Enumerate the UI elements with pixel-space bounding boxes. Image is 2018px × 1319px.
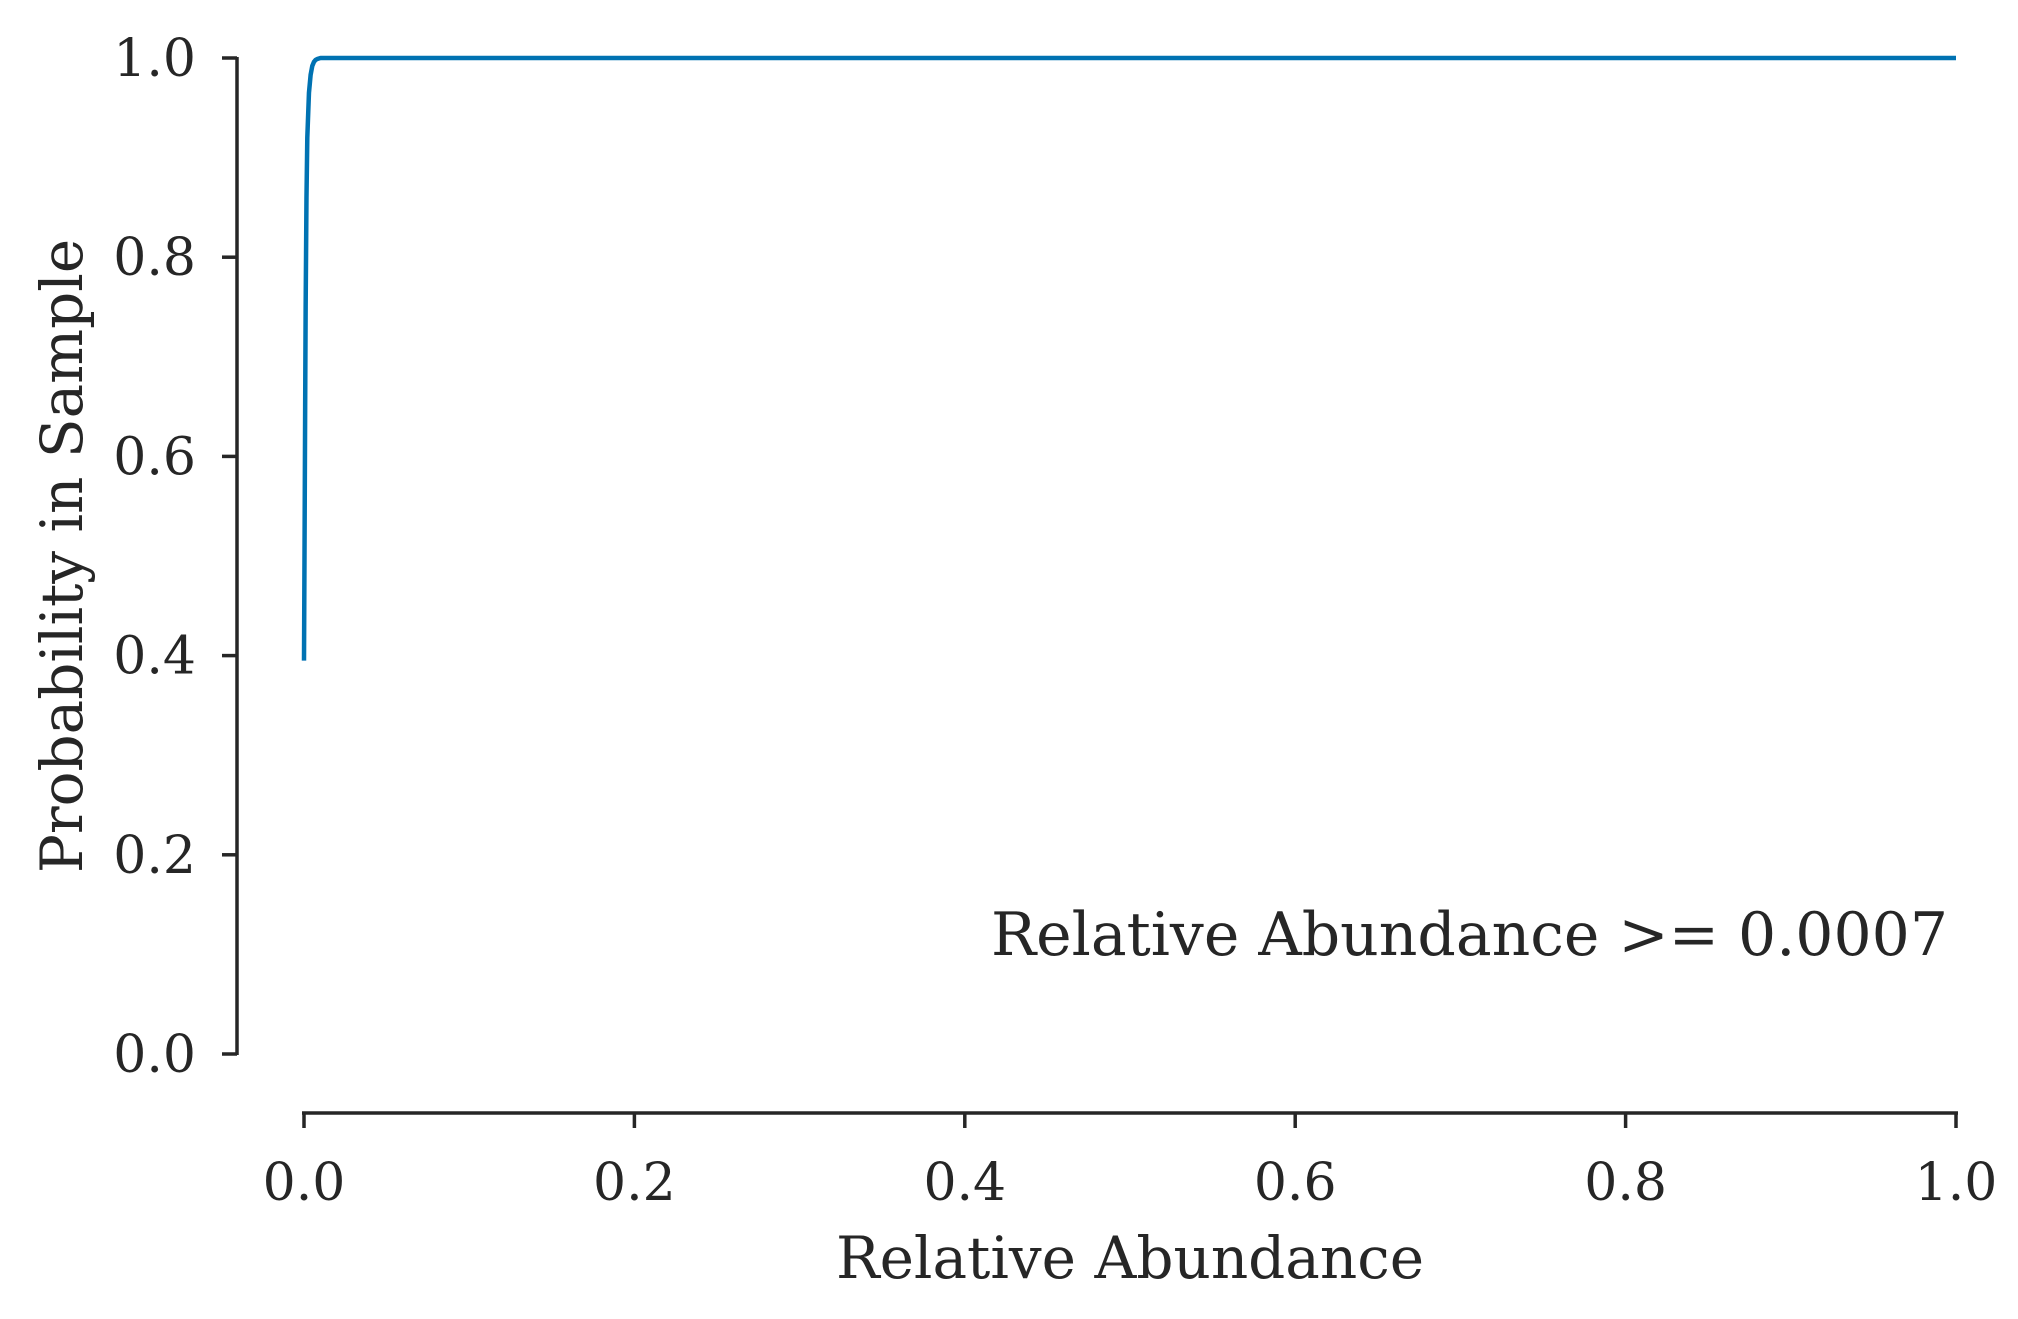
y-axis-title: Probability in Sample bbox=[28, 239, 96, 873]
y-tick-label: 0.8 bbox=[113, 228, 196, 288]
y-tick-label: 0.4 bbox=[113, 627, 196, 687]
series-line bbox=[301, 55, 1956, 661]
annotation-threshold: Relative Abundance >= 0.0007 bbox=[991, 900, 1948, 970]
x-tick-label: 0.6 bbox=[1254, 1153, 1337, 1213]
x-tick-label: 0.4 bbox=[923, 1153, 1006, 1213]
y-axis: 0.0 0.2 0.4 0.6 0.8 1.0 bbox=[113, 29, 239, 1085]
x-axis: 0.0 0.2 0.4 0.6 0.8 1.0 bbox=[263, 1111, 1998, 1213]
y-tick-label: 0.0 bbox=[113, 1025, 196, 1085]
series-layer bbox=[301, 55, 1956, 661]
x-tick-label: 0.0 bbox=[263, 1153, 346, 1213]
y-tick-label: 1.0 bbox=[113, 29, 196, 89]
y-tick-label: 0.6 bbox=[113, 427, 196, 487]
x-axis-title: Relative Abundance bbox=[836, 1224, 1424, 1292]
x-tick-label: 1.0 bbox=[1915, 1153, 1998, 1213]
x-tick-label: 0.2 bbox=[593, 1153, 676, 1213]
y-tick-label: 0.2 bbox=[113, 826, 196, 886]
x-tick-label: 0.8 bbox=[1584, 1153, 1667, 1213]
